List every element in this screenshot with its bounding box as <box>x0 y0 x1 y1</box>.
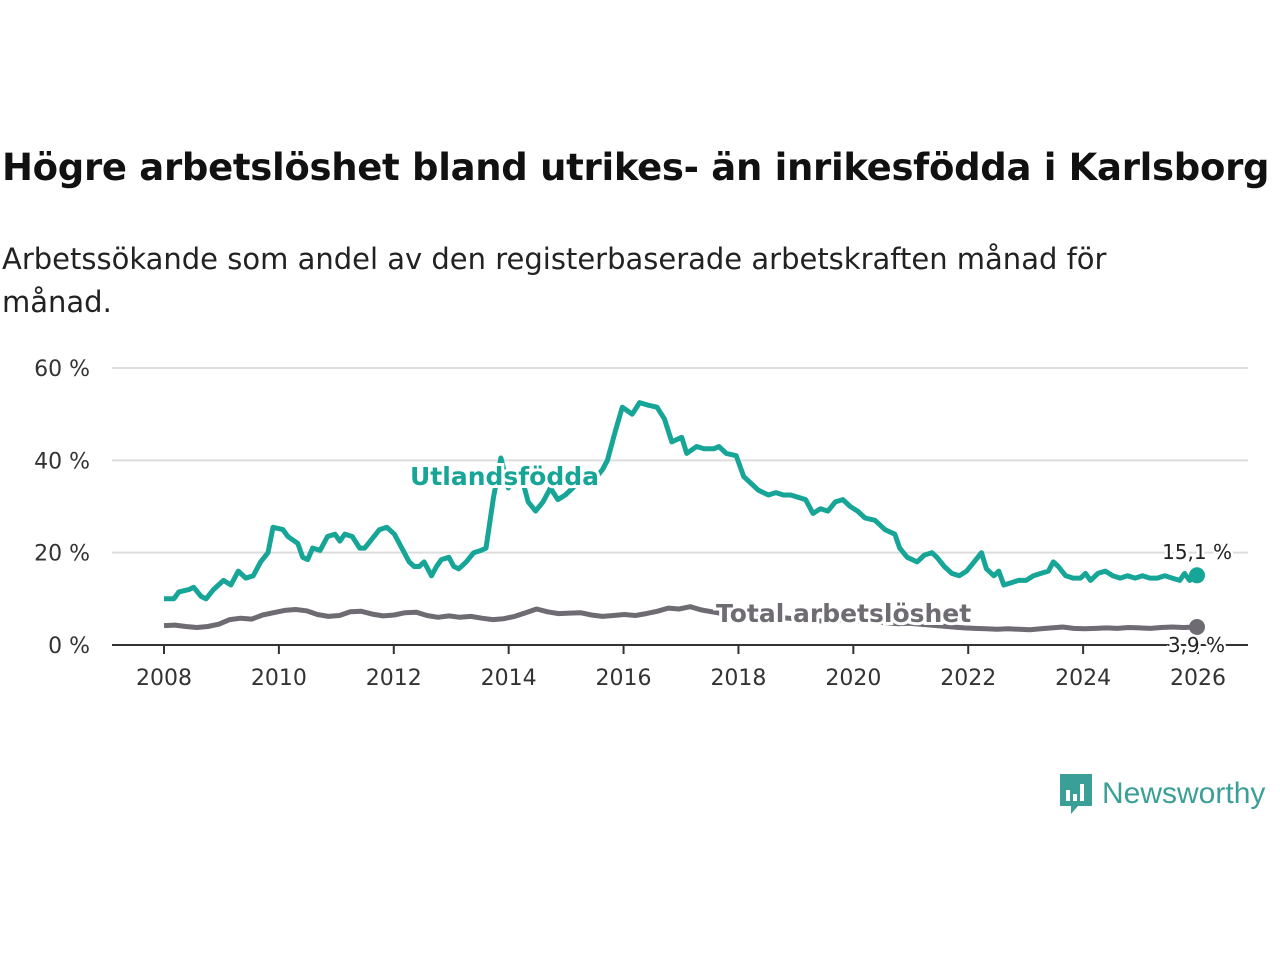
series-line-total <box>163 604 1198 633</box>
chart-title: Högre arbetslöshet bland utrikes- än inr… <box>2 146 1270 189</box>
x-tick-label: 2008 <box>136 666 192 691</box>
y-tick-label: 20 % <box>34 542 90 567</box>
series-line-utlandsfodda-end-dot <box>1189 567 1205 584</box>
gridlines <box>112 367 1248 554</box>
y-axis: 0 % 20 % 40 % 60 % <box>34 357 90 659</box>
end-label-total: 3,9 % <box>1168 633 1225 657</box>
y-tick-label: 40 % <box>34 449 90 474</box>
x-tick-label: 2020 <box>825 666 881 691</box>
x-tick-label: 2026 <box>1170 666 1226 691</box>
x-tick-label: 2010 <box>251 666 307 691</box>
brand-name: Newsworthy <box>1102 777 1266 810</box>
x-tick-label: 2024 <box>1055 666 1111 691</box>
series-line-utlandsfodda <box>164 400 1199 602</box>
series-label-utlandsfodda: Utlandsfödda <box>410 462 599 491</box>
x-tick-label: 2012 <box>366 666 422 691</box>
series-lines <box>163 400 1205 635</box>
series-label-total: Total arbetslöshet <box>716 599 971 628</box>
x-tick-label: 2018 <box>710 666 766 691</box>
x-tick-label: 2014 <box>481 666 537 691</box>
series-line-total-end-dot <box>1189 618 1205 635</box>
chart-subtitle: Arbetssökande som andel av den registerb… <box>2 242 1107 319</box>
end-label-utlandsfodda: 15,1 % <box>1162 540 1232 564</box>
x-tick-label: 2016 <box>596 666 652 691</box>
line-chart: 0 % 20 % 40 % 60 % 2008 2010 2012 2014 2016 2018… <box>34 357 1248 691</box>
newsworthy-logo-icon <box>1060 774 1092 814</box>
series-labels: Utlandsfödda Total arbetslöshet 15,1 % 3,9 … <box>407 459 1235 660</box>
newsworthy-logo[interactable]: Newsworthy <box>1058 772 1265 816</box>
x-axis: 2008 2010 2012 2014 2016 2018 2020 2022 2024 2026 <box>112 644 1248 691</box>
y-tick-label: 60 % <box>34 357 90 382</box>
x-tick-label: 2022 <box>940 666 996 691</box>
y-tick-label: 0 % <box>48 634 90 659</box>
